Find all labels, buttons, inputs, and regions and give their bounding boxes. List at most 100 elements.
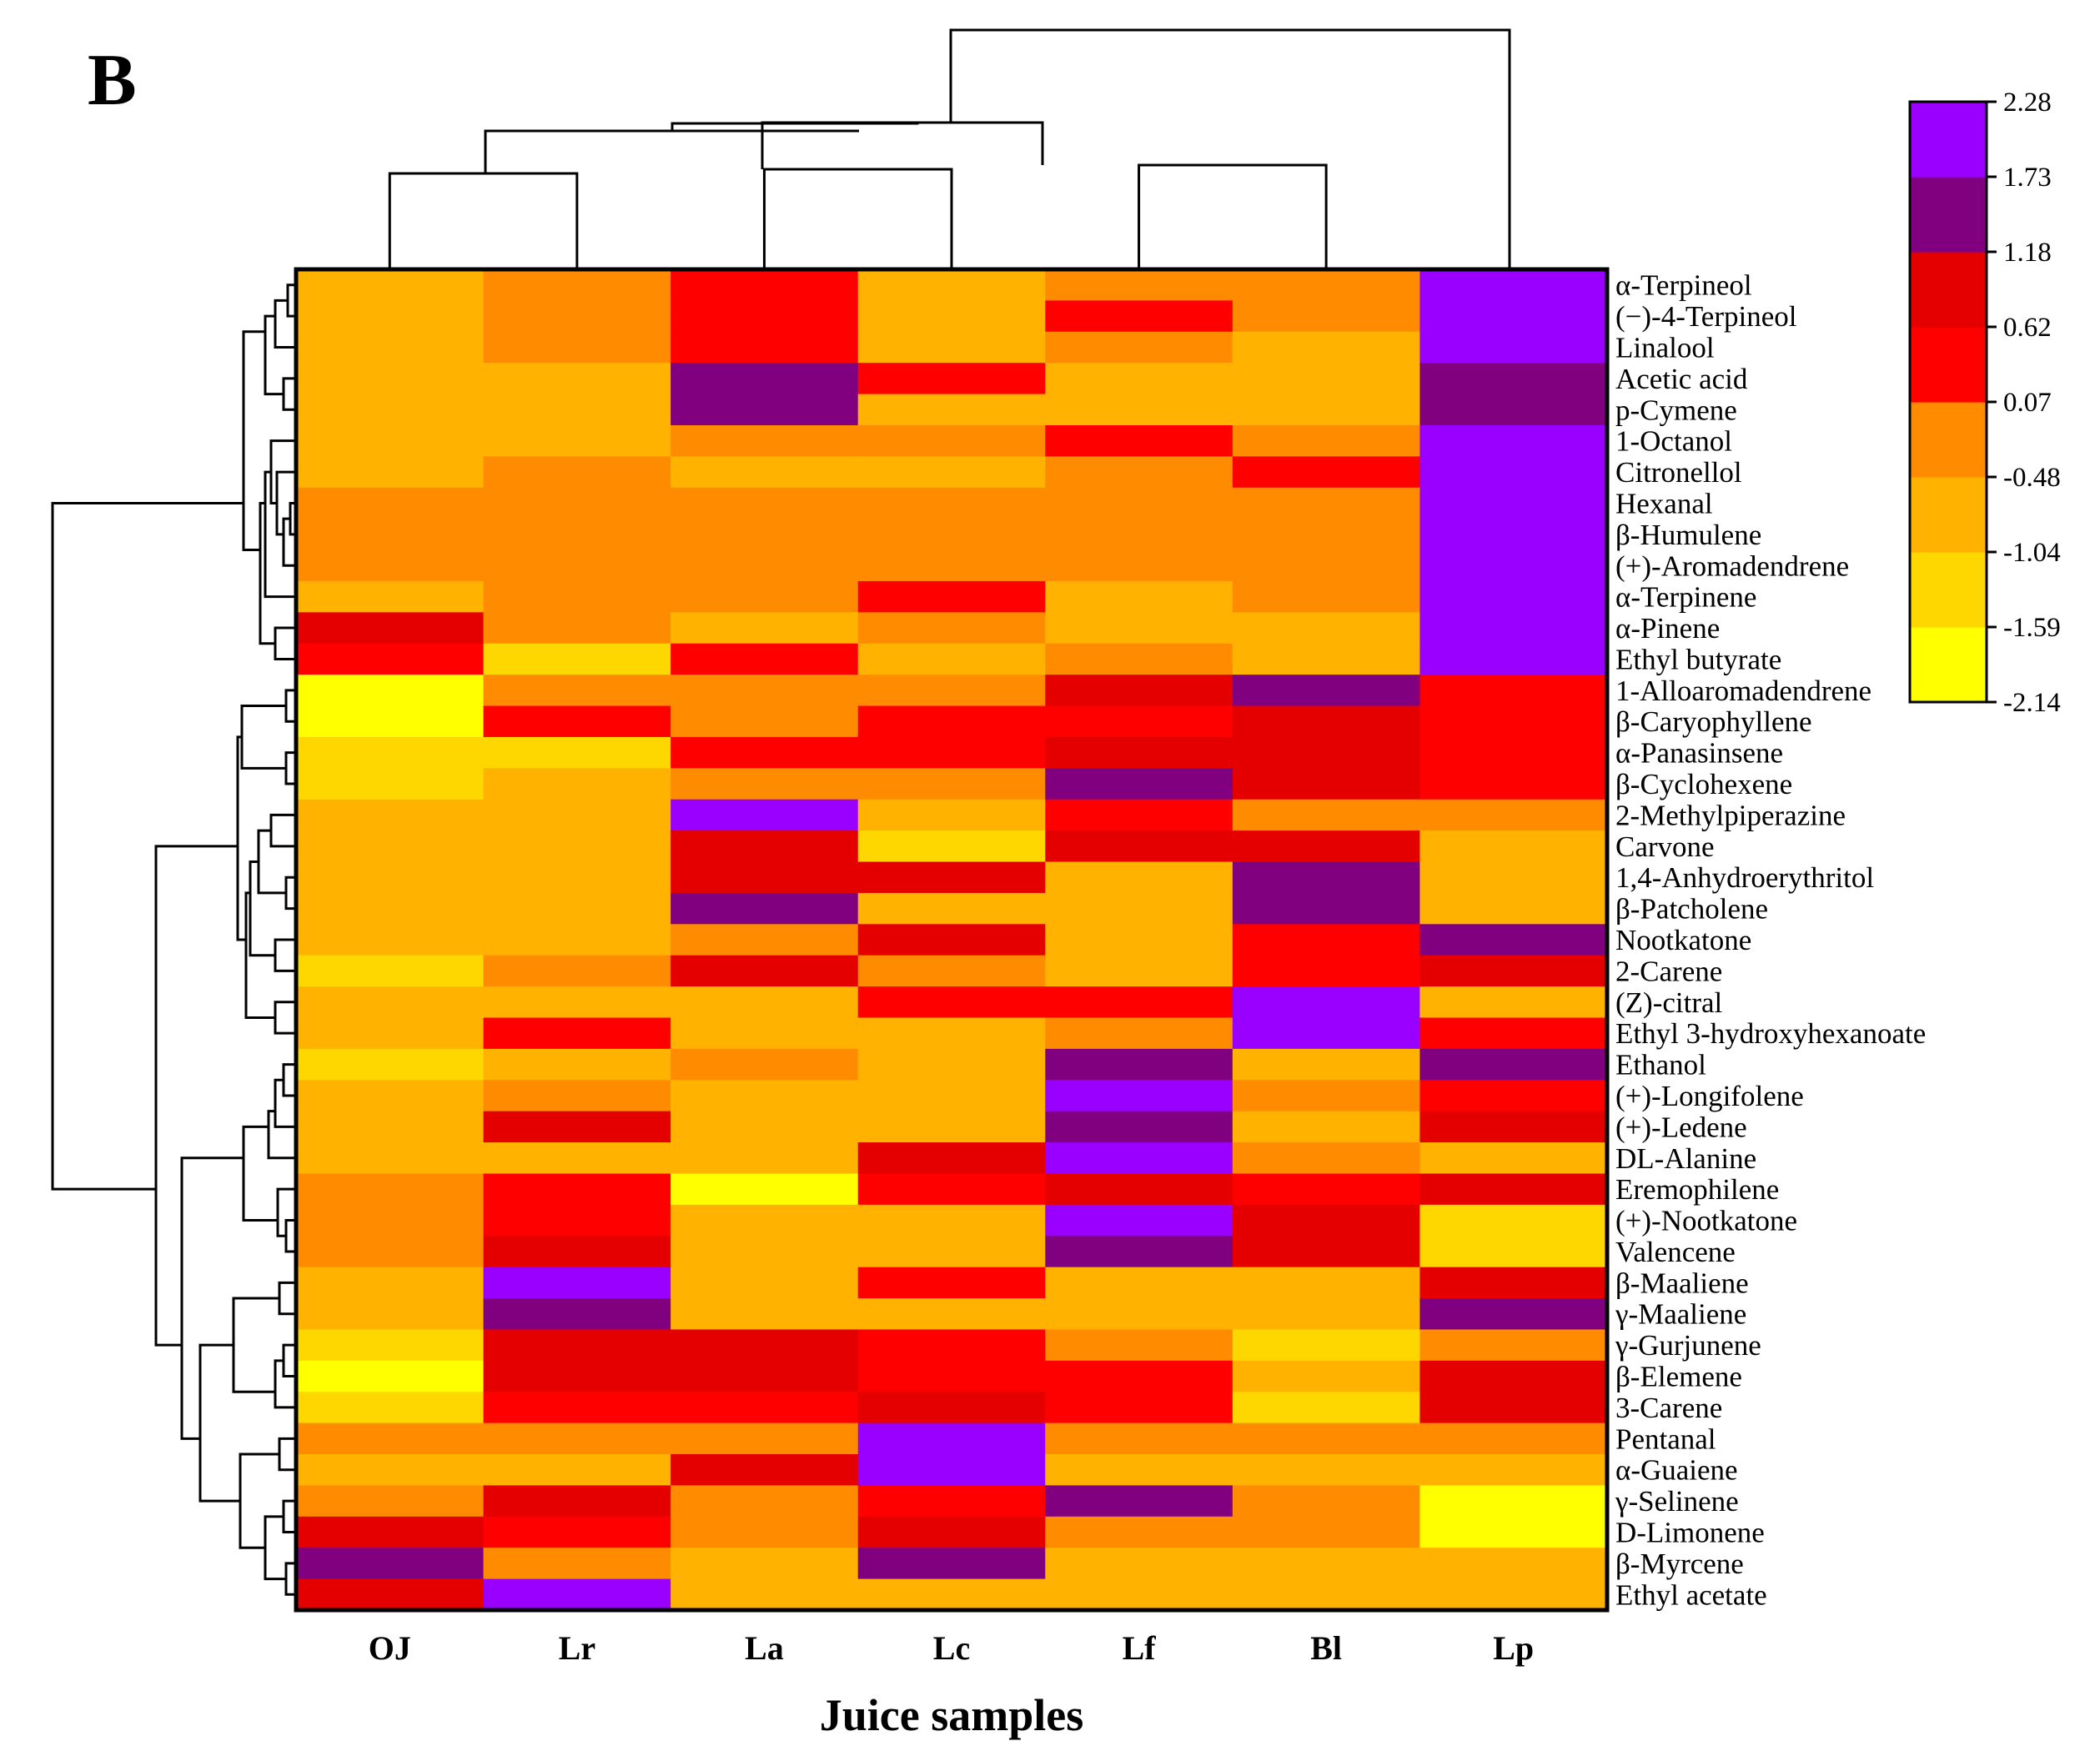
heatmap-cell (1045, 1578, 1233, 1611)
row-label: Hexanal (1615, 488, 1713, 520)
row-label: β-Patcholene (1615, 893, 1768, 926)
heatmap-cell (857, 456, 1046, 489)
heatmap-cell (483, 1204, 671, 1237)
heatmap-cell (1045, 1111, 1233, 1143)
heatmap-cell (1232, 1548, 1421, 1580)
heatmap-cell (857, 1548, 1046, 1580)
heatmap-cell (483, 1454, 671, 1487)
row-label: α-Guaiene (1615, 1454, 1738, 1487)
heatmap-cell (857, 612, 1046, 645)
heatmap-cell (296, 768, 485, 800)
heatmap-cell (1232, 487, 1421, 519)
colorbar-band (1910, 477, 1987, 553)
row-label: 2-Carene (1615, 955, 1722, 987)
dendrogram-link (278, 1437, 296, 1472)
column-label: La (745, 1629, 784, 1667)
column-label: OJ (369, 1629, 411, 1667)
heatmap-cell (1419, 269, 1608, 301)
colorbar-band (1910, 252, 1987, 328)
colorbar-band (1910, 552, 1987, 628)
dendrogram-link (244, 891, 275, 1019)
heatmap-cell (1232, 799, 1421, 831)
heatmap-cell (483, 269, 671, 301)
row-label: (+)-Nootkatone (1615, 1205, 1797, 1237)
heatmap-cell (483, 830, 671, 863)
heatmap-cell (296, 549, 485, 582)
heatmap-cell (671, 861, 859, 894)
heatmap-cell (857, 269, 1046, 301)
heatmap-cell (1232, 1454, 1421, 1487)
heatmap-cell (483, 363, 671, 395)
heatmap-cell (1419, 1204, 1608, 1237)
heatmap-cell (296, 1142, 485, 1175)
heatmap-cell (671, 1548, 859, 1580)
heatmap-cell (483, 1298, 671, 1331)
heatmap-frame (294, 267, 1610, 1613)
heatmap-cell (671, 1454, 859, 1487)
heatmap-cell (857, 549, 1046, 582)
heatmap-cell (1045, 675, 1233, 707)
row-label: α-Terpinene (1615, 581, 1756, 614)
heatmap-cell (1232, 1360, 1421, 1392)
heatmap-cell (296, 955, 485, 987)
heatmap-cell (1045, 300, 1233, 333)
heatmap-cell (1232, 892, 1421, 925)
heatmap-cell (857, 1267, 1046, 1299)
heatmap-cell (296, 799, 485, 831)
heatmap-cell (1045, 612, 1233, 645)
heatmap-cell (296, 1329, 485, 1362)
row-label: β-Myrcene (1615, 1548, 1744, 1580)
column-label: Lr (559, 1629, 595, 1667)
heatmap-cell (1045, 424, 1233, 457)
dendrogram-link (51, 501, 244, 1191)
heatmap-cell (1045, 768, 1233, 800)
heatmap-cell (671, 300, 859, 333)
column-label: Lc (933, 1629, 970, 1667)
heatmap-cell (1232, 549, 1421, 582)
heatmap-cell (671, 924, 859, 956)
row-label: γ-Maaliene (1615, 1298, 1746, 1331)
heatmap-cell (1232, 1017, 1421, 1050)
heatmap-cell (857, 363, 1046, 395)
heatmap-cell (671, 1142, 859, 1175)
heatmap-cell (483, 549, 671, 582)
heatmap-cell (1419, 1422, 1608, 1455)
heatmap-cell (1419, 363, 1608, 395)
row-label: D-Limonene (1615, 1517, 1765, 1549)
heatmap-cell (857, 1204, 1046, 1237)
heatmap-cell (1419, 394, 1608, 426)
row-label: β-Humulene (1615, 519, 1761, 551)
row-label: β-Caryophyllene (1615, 705, 1812, 738)
row-label: γ-Selinene (1615, 1485, 1739, 1518)
heatmap-cell (296, 1173, 485, 1206)
heatmap-cell (483, 1516, 671, 1548)
heatmap-cell (1419, 1236, 1608, 1268)
heatmap-cell (671, 1080, 859, 1112)
heatmap-cell (1232, 424, 1421, 457)
heatmap-cell (296, 736, 485, 769)
heatmap-cell (1419, 986, 1608, 1019)
heatmap-cell (1045, 1298, 1233, 1331)
heatmap-cell (857, 424, 1046, 457)
heatmap-cell (1232, 580, 1421, 613)
heatmap-cell (1045, 1017, 1233, 1050)
heatmap-cell (296, 580, 485, 613)
heatmap-cell (1419, 1360, 1608, 1392)
heatmap-cell (671, 1048, 859, 1081)
heatmap-cell (671, 1267, 859, 1299)
heatmap-cell (1045, 1236, 1233, 1268)
heatmap-cell (1232, 1298, 1421, 1331)
dendrogram-link (274, 1078, 296, 1128)
heatmap-cell (671, 675, 859, 707)
heatmap-cell (857, 1392, 1046, 1424)
heatmap-cell (296, 300, 485, 333)
row-label: 1,4-Anhydroerythritol (1615, 861, 1874, 894)
heatmap-cell (296, 424, 485, 457)
heatmap-cell (296, 1578, 485, 1611)
heatmap-cell (483, 892, 671, 925)
dendrogram-link (242, 330, 265, 552)
heatmap-cell (296, 331, 485, 364)
heatmap-cell (1045, 986, 1233, 1019)
heatmap-cell (296, 394, 485, 426)
heatmap-cell (296, 861, 485, 894)
